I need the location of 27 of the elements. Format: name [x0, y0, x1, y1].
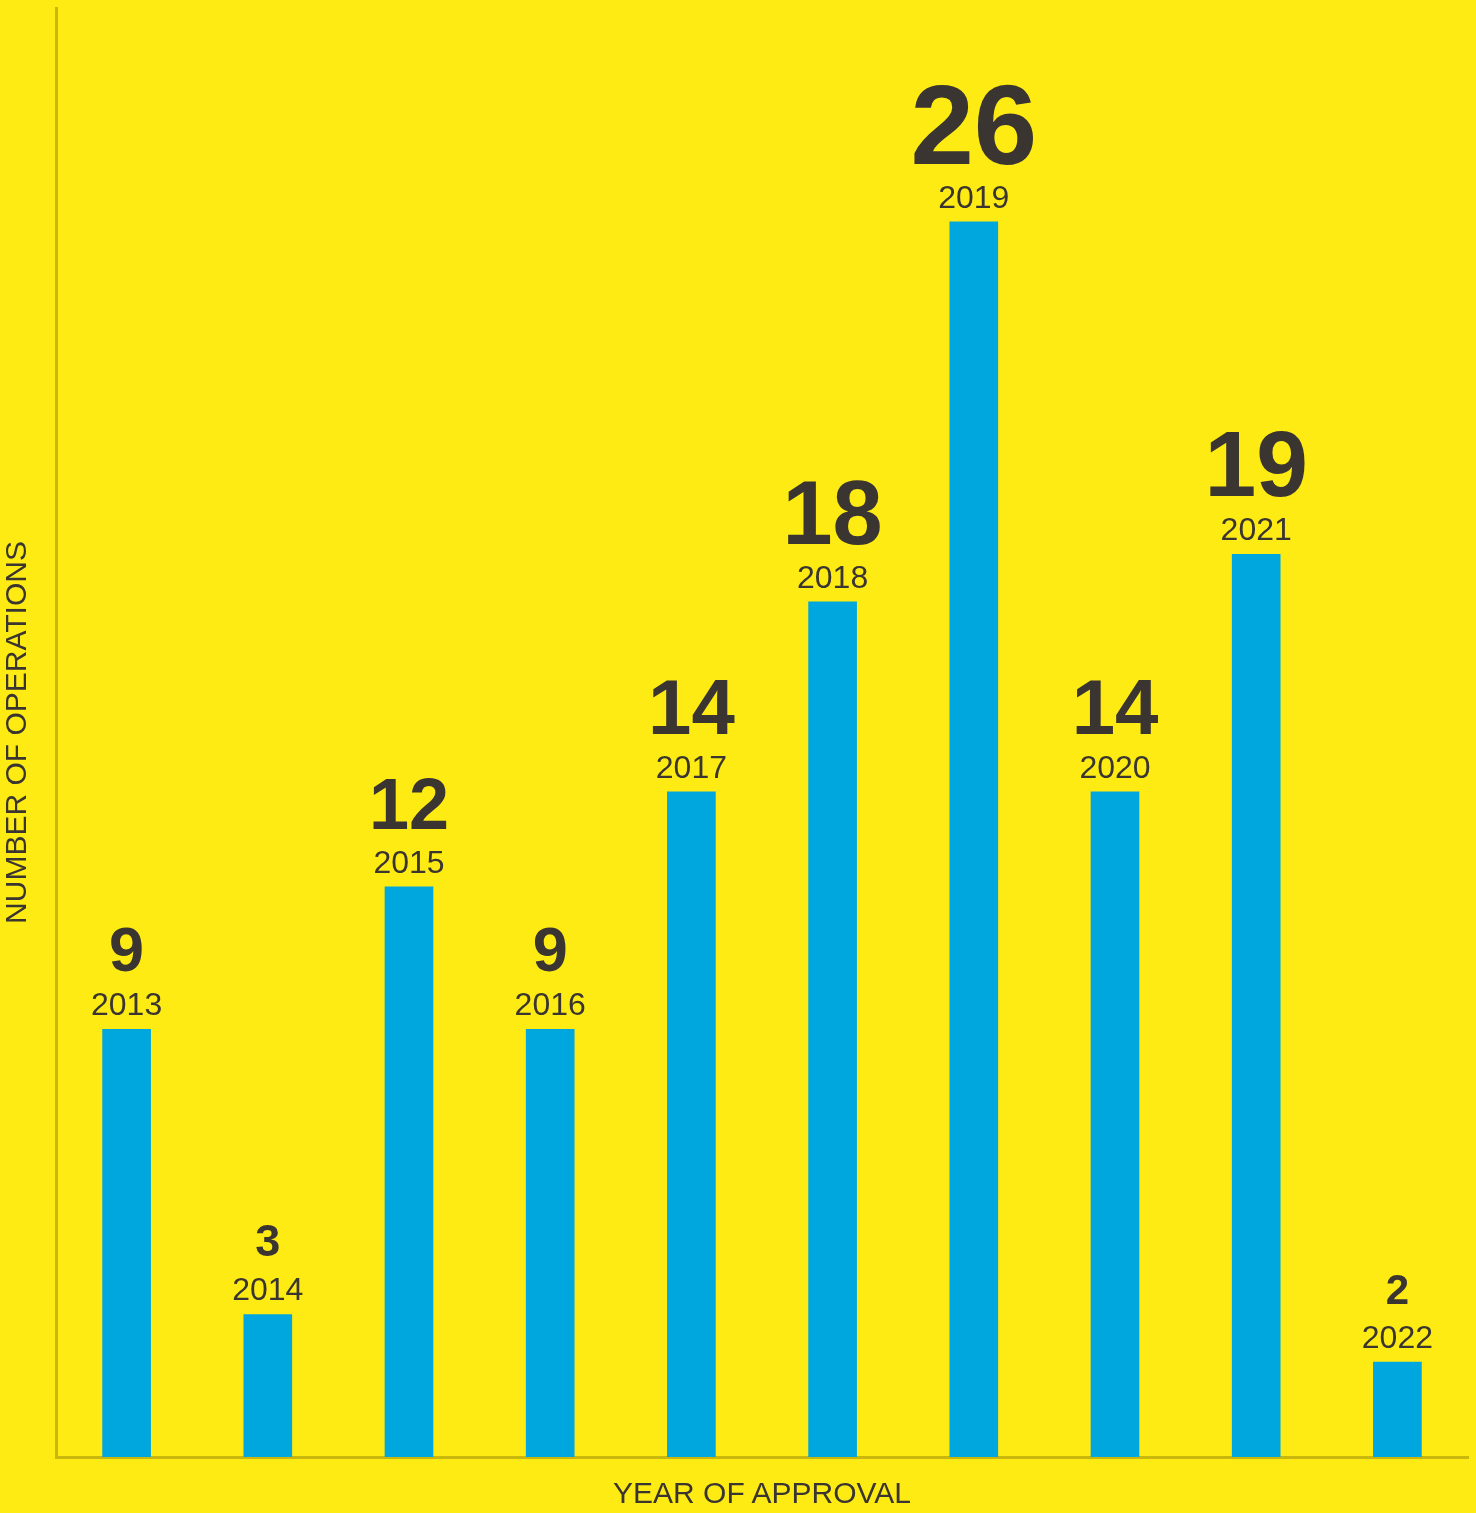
x-tick-label: 2022 — [1361, 1318, 1433, 1355]
x-tick-label: 2019 — [938, 178, 1010, 215]
x-tick-label: 2017 — [655, 748, 727, 785]
data-label: 9 — [532, 914, 568, 985]
bar — [102, 1029, 151, 1457]
bar — [667, 791, 716, 1457]
bar — [384, 886, 434, 1457]
bar — [1373, 1361, 1422, 1457]
bar — [949, 221, 999, 1457]
bar — [1090, 791, 1140, 1457]
x-tick-label: 2015 — [373, 843, 445, 880]
bar — [808, 601, 857, 1457]
data-label: 2 — [1385, 1265, 1410, 1313]
x-tick-label: 2013 — [91, 986, 163, 1023]
data-label: 14 — [1071, 662, 1159, 751]
x-tick-label: 2020 — [1079, 748, 1151, 785]
bar — [1231, 554, 1281, 1457]
data-label: 3 — [255, 1215, 281, 1267]
x-axis-title: YEAR OF APPROVAL — [613, 1476, 911, 1510]
data-label: 9 — [109, 914, 145, 985]
y-axis-title: NUMBER OF OPERATIONS — [0, 541, 33, 924]
x-tick-label: 2016 — [514, 986, 586, 1023]
data-label: 12 — [368, 763, 450, 844]
bar — [243, 1314, 293, 1457]
bar — [525, 1029, 575, 1457]
x-tick-label: 2014 — [232, 1271, 304, 1308]
data-label: 14 — [648, 662, 735, 751]
